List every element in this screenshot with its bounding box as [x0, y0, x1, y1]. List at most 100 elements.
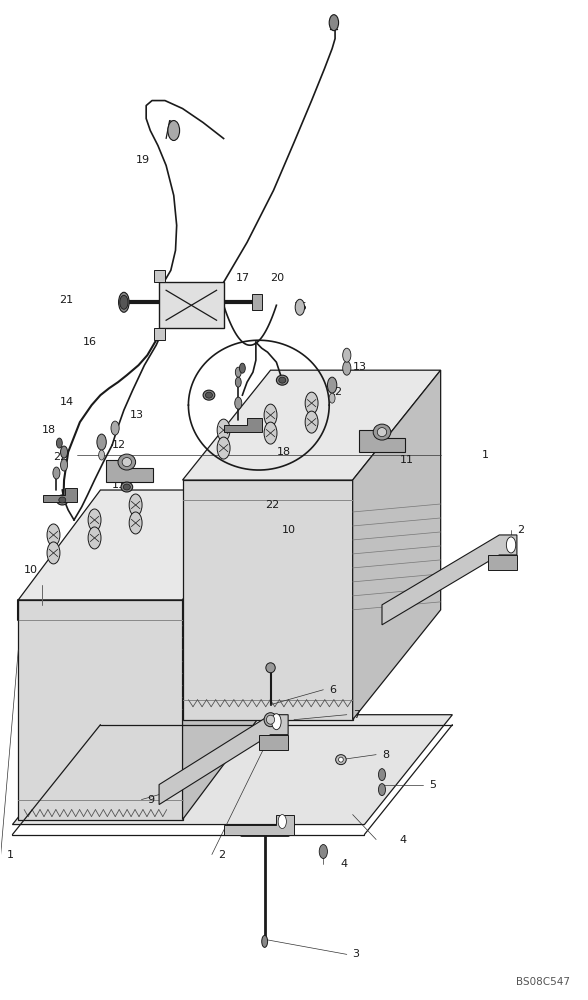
Polygon shape: [353, 370, 440, 720]
Ellipse shape: [120, 295, 128, 309]
Ellipse shape: [373, 424, 391, 440]
Polygon shape: [252, 294, 262, 310]
Ellipse shape: [56, 438, 62, 448]
Ellipse shape: [217, 419, 230, 441]
Polygon shape: [18, 600, 182, 820]
Ellipse shape: [235, 397, 242, 409]
Ellipse shape: [278, 815, 286, 829]
Text: 15: 15: [294, 302, 308, 312]
Ellipse shape: [205, 392, 212, 398]
Ellipse shape: [272, 714, 281, 730]
Polygon shape: [155, 328, 165, 340]
Text: 1: 1: [6, 850, 14, 860]
Polygon shape: [18, 490, 265, 600]
Ellipse shape: [262, 935, 268, 947]
Ellipse shape: [295, 299, 305, 315]
Text: 11: 11: [112, 480, 126, 490]
Polygon shape: [106, 460, 153, 482]
Polygon shape: [159, 715, 288, 805]
Polygon shape: [43, 488, 77, 502]
Ellipse shape: [97, 434, 106, 450]
Ellipse shape: [264, 713, 277, 727]
Ellipse shape: [266, 715, 275, 724]
Ellipse shape: [121, 482, 133, 492]
Text: 2: 2: [218, 850, 225, 860]
Ellipse shape: [239, 363, 245, 373]
Text: 2: 2: [517, 525, 524, 535]
Ellipse shape: [47, 524, 60, 546]
Text: 12: 12: [112, 440, 126, 450]
Ellipse shape: [88, 509, 101, 531]
Ellipse shape: [343, 348, 351, 362]
Text: 18: 18: [42, 425, 56, 435]
Ellipse shape: [264, 404, 277, 426]
Ellipse shape: [235, 367, 241, 377]
Ellipse shape: [88, 527, 101, 549]
Text: 6: 6: [329, 685, 336, 695]
Polygon shape: [182, 480, 353, 720]
Text: 8: 8: [382, 750, 389, 760]
Text: 7: 7: [353, 710, 360, 720]
Text: 3: 3: [353, 949, 360, 959]
Ellipse shape: [217, 437, 230, 459]
Text: 4: 4: [341, 859, 348, 869]
Ellipse shape: [203, 390, 215, 400]
Ellipse shape: [111, 421, 119, 435]
Ellipse shape: [53, 467, 60, 479]
Ellipse shape: [377, 428, 387, 437]
Ellipse shape: [61, 459, 68, 471]
Text: 5: 5: [429, 780, 436, 790]
Ellipse shape: [279, 377, 286, 383]
Ellipse shape: [276, 375, 288, 385]
Text: 21: 21: [59, 295, 74, 305]
Ellipse shape: [328, 377, 337, 393]
Ellipse shape: [168, 121, 179, 140]
Text: 14: 14: [59, 397, 74, 407]
Ellipse shape: [47, 542, 60, 564]
Ellipse shape: [264, 422, 277, 444]
Text: 12: 12: [329, 387, 343, 397]
Polygon shape: [159, 282, 223, 328]
Text: 13: 13: [130, 410, 143, 420]
Ellipse shape: [379, 769, 386, 781]
Ellipse shape: [61, 446, 68, 458]
Text: 11: 11: [400, 455, 413, 465]
Ellipse shape: [336, 755, 346, 765]
Ellipse shape: [305, 411, 318, 433]
Text: BS08C547: BS08C547: [516, 977, 570, 987]
Polygon shape: [223, 418, 262, 432]
Polygon shape: [359, 430, 406, 452]
Text: 18: 18: [276, 447, 290, 457]
Ellipse shape: [329, 15, 339, 31]
Ellipse shape: [379, 784, 386, 796]
Ellipse shape: [305, 392, 318, 414]
Ellipse shape: [59, 497, 66, 503]
Text: 4: 4: [400, 835, 407, 845]
Polygon shape: [206, 815, 294, 835]
Ellipse shape: [123, 484, 131, 490]
Ellipse shape: [118, 454, 136, 470]
Ellipse shape: [506, 537, 516, 553]
Ellipse shape: [235, 377, 241, 387]
Text: 19: 19: [136, 155, 150, 165]
Text: 9: 9: [148, 795, 155, 805]
Polygon shape: [12, 715, 452, 825]
Text: 16: 16: [83, 337, 97, 347]
Ellipse shape: [339, 757, 343, 762]
Text: 20: 20: [270, 273, 285, 283]
Text: 22: 22: [265, 500, 279, 510]
Ellipse shape: [119, 292, 129, 312]
Text: 10: 10: [24, 565, 38, 575]
Text: 22: 22: [54, 452, 68, 462]
Ellipse shape: [343, 361, 351, 375]
Polygon shape: [259, 735, 288, 750]
Polygon shape: [182, 370, 440, 480]
Ellipse shape: [129, 512, 142, 534]
Ellipse shape: [266, 663, 275, 673]
Ellipse shape: [56, 495, 68, 505]
Text: 10: 10: [282, 525, 296, 535]
Polygon shape: [487, 555, 517, 570]
Ellipse shape: [99, 450, 105, 460]
Ellipse shape: [122, 458, 132, 467]
Polygon shape: [382, 535, 517, 625]
